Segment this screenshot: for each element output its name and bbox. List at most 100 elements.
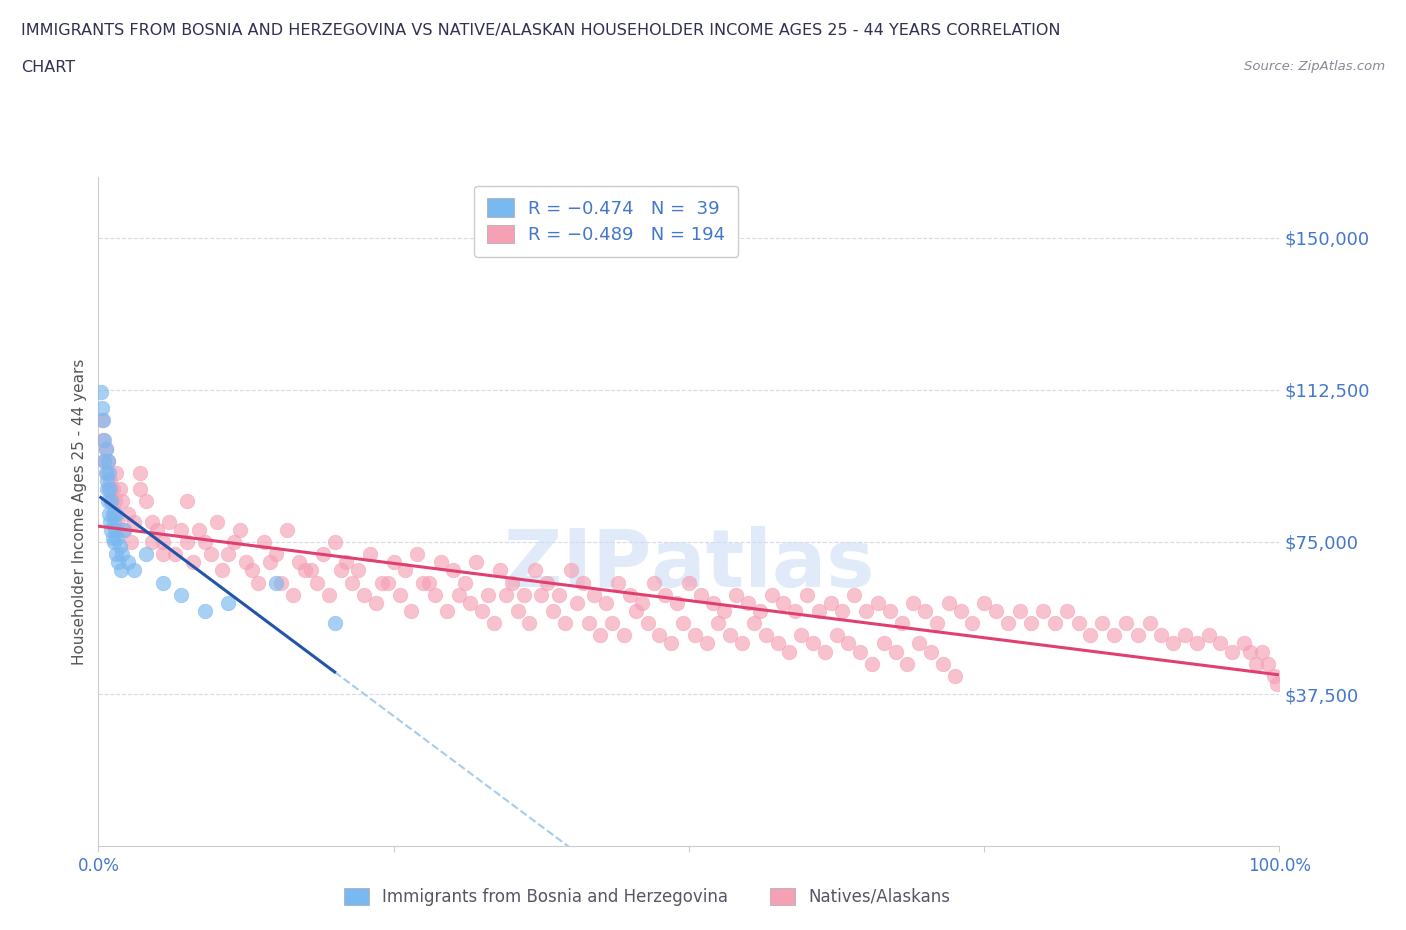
Point [825, 628, 848, 643]
Point [101, 506, 124, 521]
Text: CHART: CHART [21, 60, 75, 75]
Point [217, 547, 239, 562]
Point [814, 644, 837, 659]
Point [91, 413, 114, 428]
Point [1139, 616, 1161, 631]
Point [98, 514, 121, 529]
Text: ZIP​atlas: ZIP​atlas [503, 526, 875, 605]
Point [194, 535, 217, 550]
Point [1115, 616, 1137, 631]
Point [689, 587, 711, 602]
Point [299, 563, 322, 578]
Point [94, 441, 117, 456]
Point [283, 587, 305, 602]
Point [820, 595, 842, 610]
Point [246, 575, 269, 590]
Point [103, 535, 125, 550]
Point [105, 547, 128, 562]
Point [1080, 628, 1102, 643]
Point [465, 555, 488, 570]
Point [388, 587, 411, 602]
Point [1263, 669, 1285, 684]
Point [512, 587, 534, 602]
Point [1209, 636, 1232, 651]
Point [482, 616, 505, 631]
Point [524, 563, 547, 578]
Point [371, 575, 394, 590]
Point [318, 587, 340, 602]
Point [146, 523, 169, 538]
Point [766, 636, 789, 651]
Point [229, 523, 252, 538]
Point [377, 575, 399, 590]
Point [702, 595, 724, 610]
Point [548, 587, 571, 602]
Point [264, 575, 287, 590]
Point [107, 555, 129, 570]
Point [903, 595, 925, 610]
Point [128, 466, 150, 481]
Point [453, 575, 475, 590]
Point [359, 547, 381, 562]
Point [97, 453, 120, 468]
Legend: R = −0.474   N =  39, R = −0.489   N = 194: R = −0.474 N = 39, R = −0.489 N = 194 [474, 186, 738, 257]
Point [253, 535, 276, 550]
Point [659, 636, 682, 651]
Point [93, 453, 115, 468]
Point [117, 555, 139, 570]
Point [896, 657, 918, 671]
Point [560, 563, 582, 578]
Point [170, 587, 193, 602]
Point [938, 595, 960, 610]
Point [1174, 628, 1197, 643]
Point [364, 595, 387, 610]
Point [98, 482, 121, 497]
Point [93, 453, 115, 468]
Point [807, 604, 830, 618]
Point [672, 616, 695, 631]
Point [884, 644, 907, 659]
Point [135, 547, 157, 562]
Point [1008, 604, 1031, 618]
Point [595, 595, 617, 610]
Text: Source: ZipAtlas.com: Source: ZipAtlas.com [1244, 60, 1385, 73]
Point [329, 563, 352, 578]
Point [1150, 628, 1173, 643]
Point [755, 628, 778, 643]
Point [1250, 644, 1272, 659]
Point [589, 628, 612, 643]
Point [619, 587, 641, 602]
Legend: Immigrants from Bosnia and Herzegovina, Natives/Alaskans: Immigrants from Bosnia and Herzegovina, … [337, 881, 956, 912]
Point [643, 575, 665, 590]
Point [713, 604, 735, 618]
Point [873, 636, 896, 651]
Point [259, 555, 281, 570]
Point [949, 604, 972, 618]
Point [460, 595, 482, 610]
Point [100, 494, 122, 509]
Point [91, 413, 114, 428]
Point [1239, 644, 1261, 659]
Y-axis label: Householder Income Ages 25 - 44 years: Householder Income Ages 25 - 44 years [72, 358, 87, 665]
Point [831, 604, 853, 618]
Point [96, 482, 118, 497]
Point [382, 555, 405, 570]
Point [141, 514, 163, 529]
Point [737, 595, 759, 610]
Point [1021, 616, 1043, 631]
Point [205, 514, 228, 529]
Point [742, 616, 765, 631]
Point [890, 616, 912, 631]
Point [288, 555, 311, 570]
Point [1161, 636, 1184, 651]
Point [108, 482, 131, 497]
Point [654, 587, 676, 602]
Point [1056, 604, 1078, 618]
Point [112, 523, 135, 538]
Point [401, 604, 423, 618]
Point [1091, 616, 1114, 631]
Point [997, 616, 1019, 631]
Point [441, 563, 464, 578]
Point [270, 575, 292, 590]
Point [707, 616, 730, 631]
